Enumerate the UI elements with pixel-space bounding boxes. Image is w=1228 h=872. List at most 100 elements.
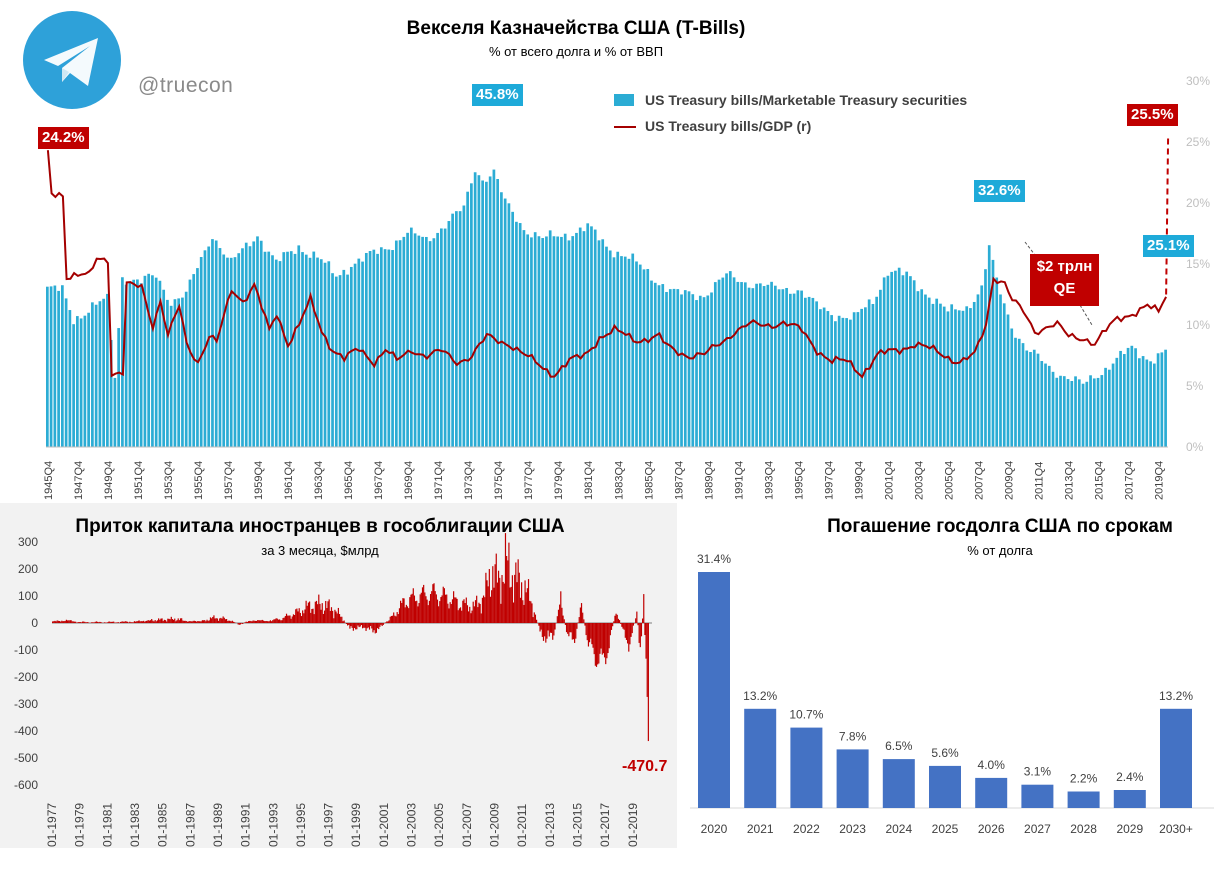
tbills-bar: [830, 315, 833, 447]
maturity-bar: [836, 749, 869, 808]
flows-bar: [201, 620, 204, 623]
flows-bar: [450, 604, 452, 623]
tbills-x-tick: 1967Q4: [373, 461, 385, 500]
flows-bar: [138, 620, 140, 623]
flows-bar: [168, 618, 170, 623]
flows-bar: [480, 613, 482, 623]
tbills-bar: [102, 298, 105, 447]
flows-bar: [559, 604, 561, 623]
flows-bar: [85, 622, 87, 623]
flows-bar: [569, 623, 571, 633]
tbills-bar: [608, 250, 612, 447]
flows-bar: [453, 591, 455, 623]
tbills-right-tick: 5%: [1186, 379, 1204, 393]
flows-bar: [294, 614, 296, 623]
flows-bar: [332, 610, 334, 623]
flows-x-tick: 01-1989: [211, 803, 225, 847]
tbills-bar: [196, 268, 199, 447]
tbills-bar: [222, 254, 226, 447]
flows-bar: [438, 606, 440, 623]
tbills-bar: [61, 285, 64, 447]
legend-line-swatch: [614, 126, 636, 128]
flows-bar: [323, 610, 326, 623]
tbills-bar: [1066, 379, 1070, 447]
flows-bar: [631, 623, 633, 634]
tbills-bar: [1051, 371, 1055, 447]
flows-bar: [590, 623, 592, 639]
flows-bar: [298, 608, 300, 623]
flows-bar: [60, 621, 62, 623]
flows-bar: [598, 623, 600, 664]
flows-y-tick: 100: [18, 589, 38, 603]
flows-bar: [618, 620, 621, 623]
tbills-bar: [308, 257, 312, 447]
flows-bar: [174, 618, 176, 623]
tbills-bar: [789, 293, 792, 447]
maturity-x-tick: 2020: [701, 822, 728, 836]
flows-bar: [238, 623, 240, 625]
maturity-data-label: 4.0%: [978, 758, 1006, 772]
tbills-bar: [432, 238, 436, 447]
flows-bar: [108, 621, 110, 623]
tbills-bar: [229, 257, 233, 447]
flows-bar: [105, 622, 107, 623]
flows-bar: [389, 616, 391, 623]
flows-bar: [388, 620, 390, 623]
tbills-bar: [590, 226, 593, 447]
tbills-bar: [593, 229, 597, 447]
flows-bar: [367, 623, 369, 628]
tbills-bar: [650, 280, 653, 447]
flows-bar: [295, 609, 297, 623]
flows-bar: [442, 586, 444, 623]
flows-bar: [570, 623, 572, 633]
flows-x-tick: 01-1999: [349, 803, 363, 847]
flows-bar: [78, 622, 80, 623]
flows-bar: [560, 591, 562, 623]
flows-bar: [375, 623, 378, 633]
flows-x-tick: 01-1981: [100, 803, 114, 847]
flows-bar: [327, 601, 329, 623]
tbills-bar: [1062, 376, 1066, 447]
tbills-bar: [939, 303, 942, 447]
flows-bar: [359, 623, 361, 627]
tbills-bar: [792, 293, 796, 447]
flows-bar: [614, 615, 616, 623]
flows-bar: [183, 620, 185, 623]
tbills-bar: [807, 296, 811, 447]
flows-bar: [281, 620, 283, 623]
tbills-bar: [481, 180, 484, 447]
flows-bar: [234, 622, 236, 623]
flows-bar: [489, 596, 492, 623]
flows-bar: [405, 604, 407, 623]
flows-bar: [229, 620, 231, 623]
flows-bar: [583, 619, 585, 623]
flows-bar: [623, 623, 625, 630]
flows-bar: [176, 620, 178, 623]
tbills-bar: [879, 289, 882, 447]
tbills-bar: [867, 299, 871, 447]
flows-bar: [259, 620, 261, 623]
flows-x-tick: 01-2019: [626, 803, 640, 847]
flows-bar: [361, 623, 364, 629]
flows-bar: [593, 623, 595, 655]
tbills-x-tick: 1959Q4: [253, 461, 265, 500]
tbills-bar: [871, 303, 875, 447]
flows-bar: [276, 618, 278, 623]
flows-bar: [371, 623, 373, 629]
flows-bar: [194, 621, 197, 623]
flows-bar: [338, 614, 341, 623]
flows-bar: [484, 597, 486, 623]
tbills-x-tick: 2005Q4: [944, 461, 956, 500]
tbills-x-axis: 1945Q4 1947Q4 1949Q4 1951Q4 1953Q4 1955Q4 1957…: [43, 446, 1168, 500]
flows-bar: [425, 596, 427, 623]
qe-annotation: $2 трлн QE: [1030, 254, 1099, 306]
tbills-bar: [770, 281, 773, 447]
flows-bar: [62, 621, 64, 623]
flows-bar: [424, 592, 426, 623]
tbills-bar: [882, 277, 886, 447]
flows-bar: [226, 619, 228, 623]
flows-bar: [352, 623, 354, 631]
tbills-bar: [278, 261, 282, 447]
tbills-bar: [406, 232, 409, 447]
flows-bar: [582, 612, 584, 623]
